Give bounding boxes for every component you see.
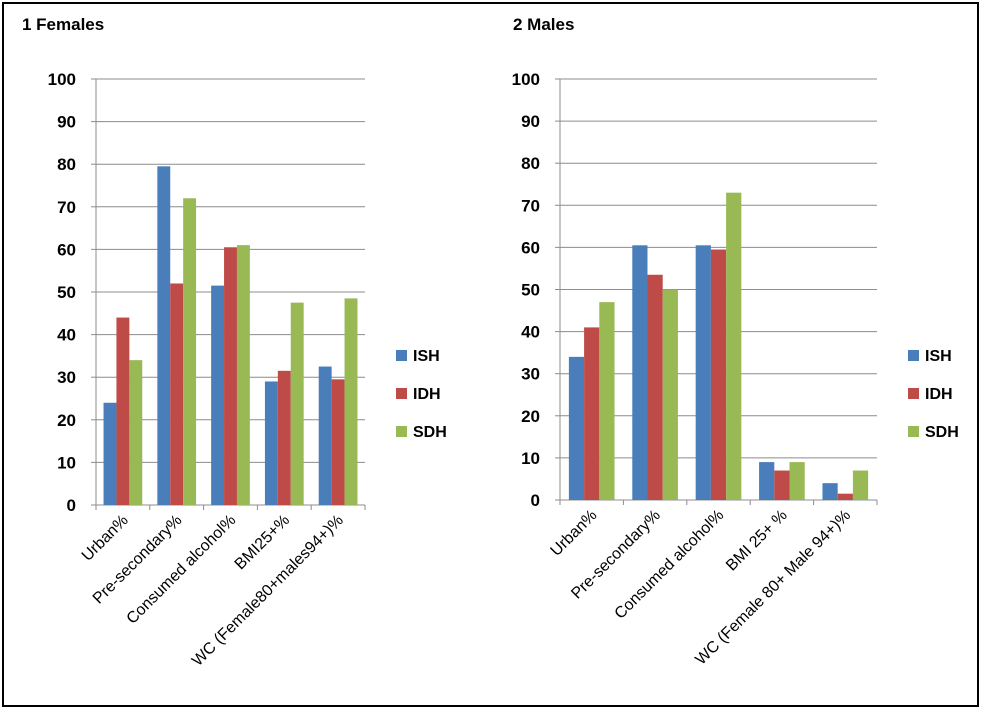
y-tick-label: 30 (57, 368, 76, 387)
y-tick-label: 40 (521, 323, 540, 342)
y-tick-label: 0 (67, 496, 76, 515)
x-tick-label: Urban% (548, 507, 601, 560)
bar-sdh (344, 298, 358, 505)
y-tick-label: 60 (521, 238, 540, 257)
females-chart: 1 Females 0102030405060708090100Urban%Pr… (22, 15, 447, 670)
y-tick-label: 60 (57, 240, 76, 259)
chart-title: 2 Males (513, 15, 574, 34)
legend-swatch-idh (908, 388, 919, 399)
bar-ish (211, 285, 225, 505)
males-chart: 2 Males 0102030405060708090100Urban%Pre-… (512, 15, 959, 668)
y-tick-label: 90 (521, 112, 540, 131)
bar-idh (837, 493, 853, 500)
bar-idh (710, 249, 727, 500)
y-tick-label: 10 (57, 453, 76, 472)
bar-sdh (236, 245, 250, 505)
bar-idh (277, 370, 291, 505)
y-tick-label: 20 (57, 411, 76, 430)
bar-idh (116, 317, 130, 505)
y-tick-label: 70 (521, 196, 540, 215)
y-tick-label: 100 (48, 70, 76, 89)
bar-idh (170, 283, 184, 505)
x-tick-label: BMI 25+ % (723, 507, 791, 575)
bar-sdh (290, 302, 304, 505)
bar-sdh (662, 289, 678, 500)
bar-ish (695, 245, 711, 500)
bar-ish (632, 245, 648, 500)
bar-idh (584, 327, 600, 500)
bar-ish (568, 356, 585, 500)
legend-label: SDH (925, 424, 959, 441)
y-tick-label: 0 (531, 491, 540, 510)
y-tick-label: 90 (57, 113, 76, 132)
legend-label: ISH (413, 348, 440, 365)
y-tick-label: 100 (512, 70, 540, 89)
legend-label: ISH (925, 348, 952, 365)
legend-label: IDH (413, 386, 441, 403)
bar-sdh (183, 198, 197, 505)
bar-sdh (599, 302, 615, 500)
legend-swatch-ish (396, 350, 407, 361)
y-tick-label: 50 (57, 283, 76, 302)
legend-swatch-sdh (396, 426, 407, 437)
bar-sdh (789, 462, 805, 500)
y-tick-label: 70 (57, 198, 76, 217)
bar-idh (224, 247, 237, 505)
bar-ish (103, 402, 117, 505)
legend-swatch-idh (396, 388, 407, 399)
x-tick-label: Consumed alcohol% (612, 507, 728, 623)
y-tick-label: 40 (57, 326, 76, 345)
bar-ish (318, 366, 332, 505)
bar-ish (759, 462, 775, 500)
legend-swatch-sdh (908, 426, 919, 437)
x-tick-label: Urban% (79, 512, 132, 565)
y-tick-label: 80 (521, 154, 540, 173)
bar-sdh (129, 360, 143, 505)
bar-idh (647, 274, 663, 500)
bar-idh (331, 379, 345, 505)
bar-ish (822, 483, 838, 500)
x-tick-label: Consumed alcohol% (124, 512, 240, 628)
legend-swatch-ish (908, 350, 919, 361)
y-tick-label: 80 (57, 155, 76, 174)
y-tick-label: 20 (521, 407, 540, 426)
bar-sdh (852, 470, 869, 500)
chart-title: 1 Females (22, 15, 104, 34)
y-tick-label: 10 (521, 449, 540, 468)
bar-idh (774, 470, 790, 500)
y-tick-label: 50 (521, 281, 540, 300)
legend-label: IDH (925, 386, 953, 403)
bar-sdh (726, 192, 742, 501)
y-tick-label: 30 (521, 365, 540, 384)
legend-label: SDH (413, 424, 447, 441)
bar-ish (157, 166, 171, 505)
bar-ish (264, 381, 278, 505)
